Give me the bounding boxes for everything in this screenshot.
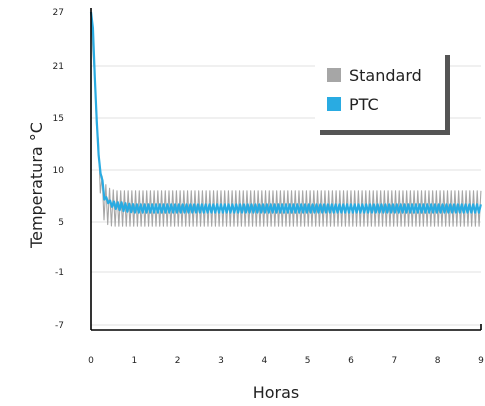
y-tick-label: 27 xyxy=(53,8,64,18)
legend-swatch-ptc xyxy=(327,97,341,111)
y-tick-label: 15 xyxy=(53,114,64,124)
x-tick-label: 2 xyxy=(175,356,181,366)
y-axis-title: Temperatura °C xyxy=(27,122,46,249)
x-tick-labels: 0 1 2 3 4 5 6 7 8 9 xyxy=(88,356,484,366)
y-tick-label: 10 xyxy=(53,166,65,176)
series-line-ptc xyxy=(89,11,482,214)
y-tick-label: 21 xyxy=(53,62,64,72)
y-tick-label: -7 xyxy=(55,321,64,331)
x-tick-label: 0 xyxy=(88,356,94,366)
legend: Standard PTC xyxy=(315,50,450,135)
legend-label-ptc: PTC xyxy=(349,95,379,114)
x-tick-label: 5 xyxy=(305,356,311,366)
x-axis-title: Horas xyxy=(253,383,300,402)
x-tick-label: 3 xyxy=(218,356,224,366)
x-tick-label: 6 xyxy=(348,356,354,366)
y-tick-label: -1 xyxy=(55,268,64,278)
legend-label-standard: Standard xyxy=(349,66,422,85)
series-line-standard xyxy=(90,11,482,227)
x-tick-label: 4 xyxy=(261,356,267,366)
legend-swatch-standard xyxy=(327,68,341,82)
y-tick-labels: 27 21 15 10 5 -1 -7 xyxy=(53,8,65,331)
x-tick-label: 1 xyxy=(131,356,137,366)
series-layer xyxy=(89,11,482,227)
axes xyxy=(90,8,482,331)
x-tick-label: 8 xyxy=(435,356,441,366)
y-tick-label: 5 xyxy=(58,218,64,228)
x-tick-label: 7 xyxy=(391,356,397,366)
legend-box xyxy=(315,50,445,130)
x-tick-label: 9 xyxy=(478,356,484,366)
